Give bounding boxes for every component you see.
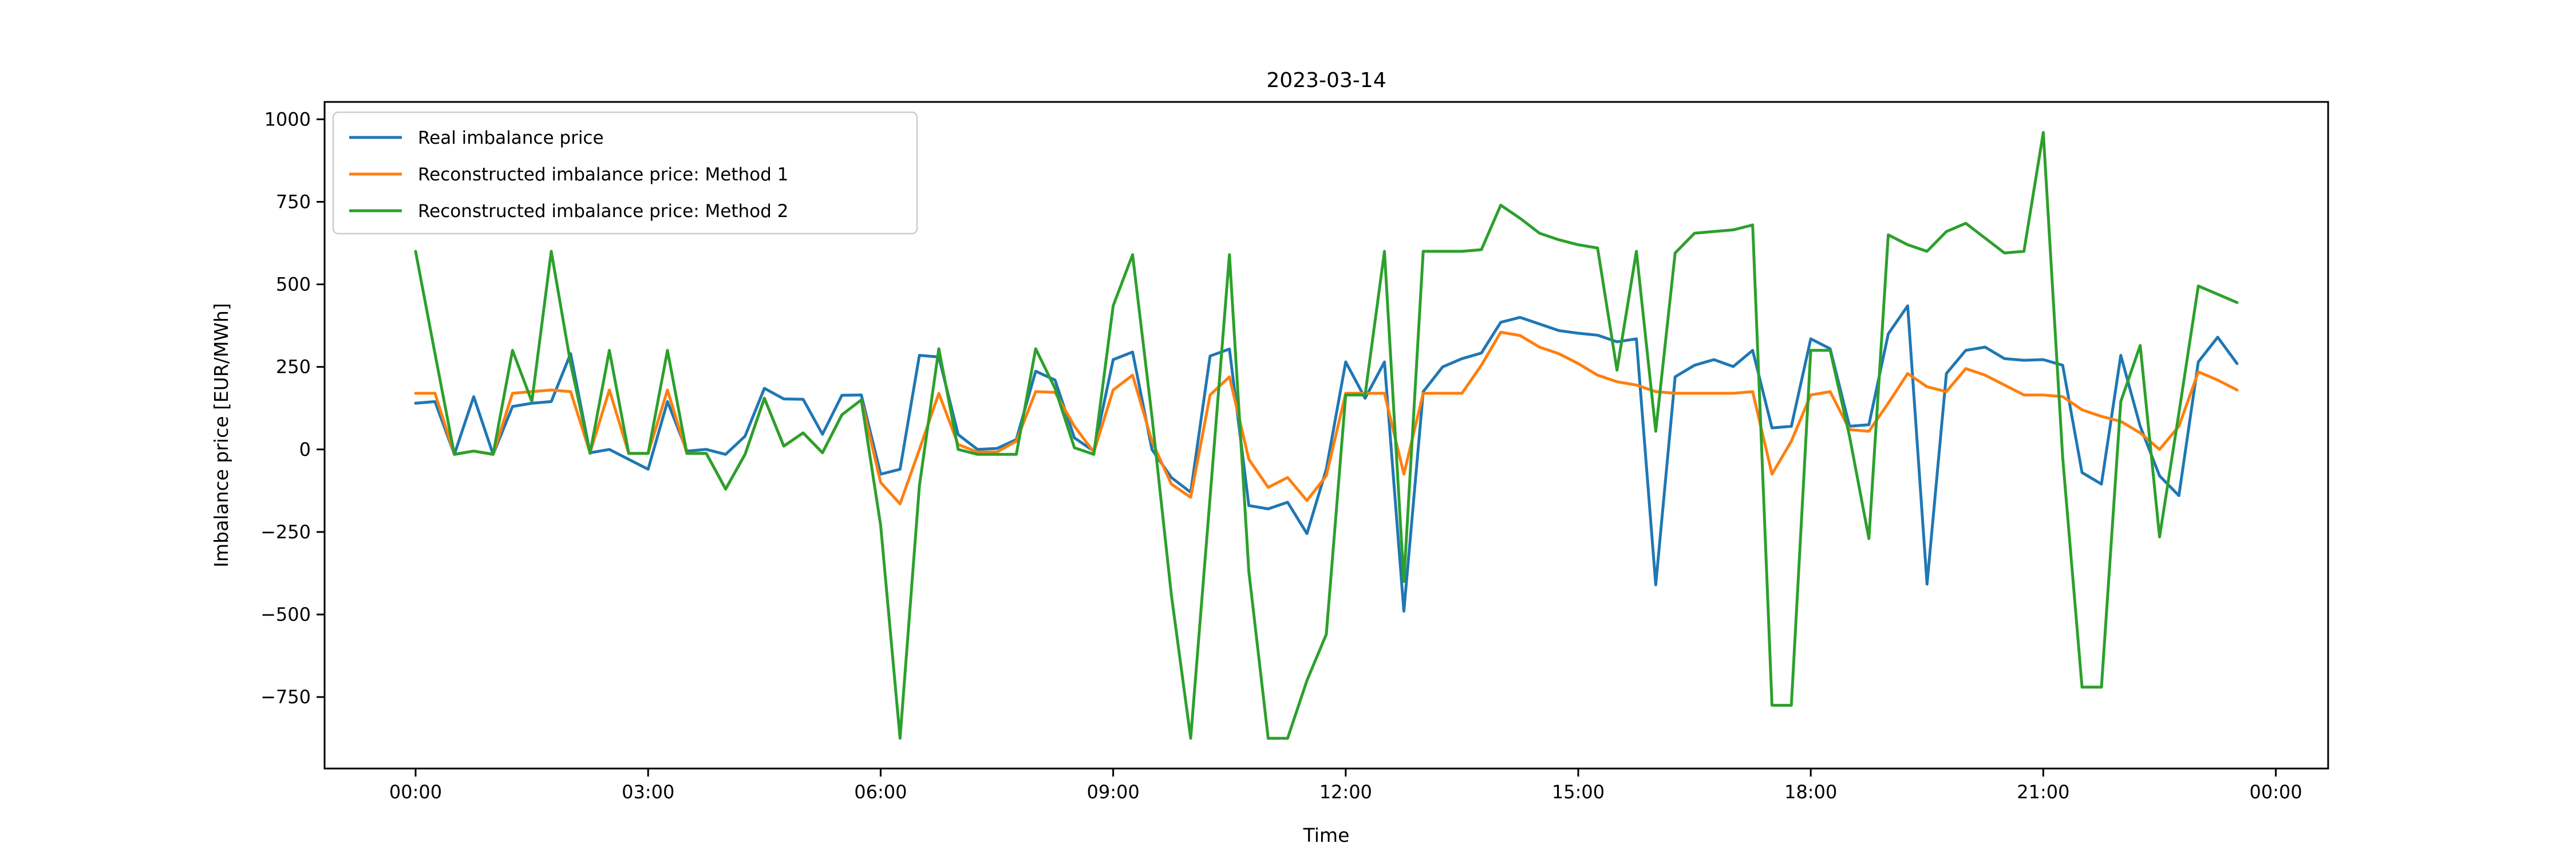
legend	[332, 111, 918, 235]
legend-item-1: Reconstructed imbalance price: Method 1	[418, 164, 788, 185]
legend-item-2: Reconstructed imbalance price: Method 2	[418, 201, 788, 222]
x-tick-label: 15:00	[1552, 781, 1605, 803]
x-tick-label: 12:00	[1319, 781, 1372, 803]
x-tick-label: 18:00	[1784, 781, 1837, 803]
y-tick-label: 0	[299, 439, 311, 460]
y-axis-label: Imbalance price [EUR/MWh]	[210, 303, 232, 568]
x-tick-label: 00:00	[389, 781, 442, 803]
y-tick-label: −500	[260, 604, 311, 625]
x-tick-label: 03:00	[622, 781, 674, 803]
plot-area	[323, 101, 2329, 770]
x-tick-label: 21:00	[2017, 781, 2069, 803]
y-tick-label: 500	[276, 274, 311, 295]
y-tick-label: −750	[260, 686, 311, 708]
y-tick-label: −250	[260, 521, 311, 543]
legend-item-0: Real imbalance price	[418, 128, 604, 148]
y-tick-label: 750	[276, 191, 311, 212]
x-axis-label: Time	[1303, 824, 1350, 846]
line-reconstructed-method-2	[414, 131, 2239, 740]
y-tick-label: 250	[276, 356, 311, 378]
line-real-imbalance-price	[414, 304, 2239, 613]
x-tick-label: 06:00	[854, 781, 907, 803]
y-tick-label: 1000	[264, 108, 311, 130]
chart-title: 2023-03-14	[1266, 69, 1386, 92]
x-tick-label: 00:00	[2249, 781, 2302, 803]
x-tick-label: 09:00	[1086, 781, 1139, 803]
